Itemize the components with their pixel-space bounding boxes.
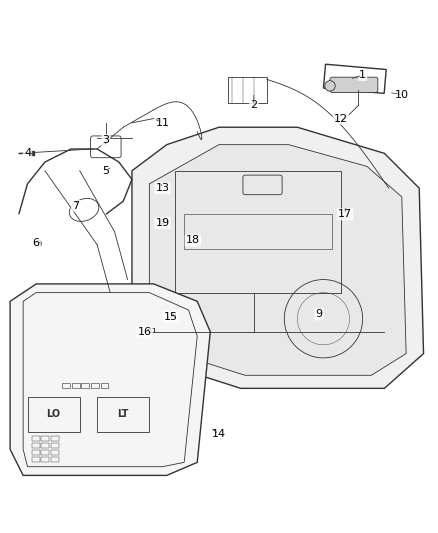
- Text: 9: 9: [315, 309, 323, 319]
- Text: 13: 13: [155, 183, 170, 193]
- Text: 5: 5: [102, 166, 110, 176]
- Text: 18: 18: [186, 236, 200, 245]
- Bar: [32, 443, 40, 448]
- Bar: [51, 457, 59, 462]
- FancyBboxPatch shape: [330, 77, 378, 92]
- Text: 10: 10: [395, 90, 409, 100]
- Text: 1: 1: [359, 70, 366, 80]
- Bar: [42, 436, 49, 441]
- Circle shape: [325, 80, 335, 91]
- Text: 12: 12: [334, 114, 348, 124]
- Bar: [28, 397, 80, 432]
- PathPatch shape: [132, 127, 424, 389]
- Bar: [176, 171, 341, 293]
- Bar: [42, 457, 49, 462]
- Text: 3: 3: [102, 135, 110, 146]
- Bar: [97, 397, 149, 432]
- Bar: [51, 443, 59, 448]
- Bar: [42, 450, 49, 455]
- Text: 4: 4: [24, 148, 31, 158]
- Text: 17: 17: [338, 209, 352, 219]
- Text: 7: 7: [72, 200, 79, 211]
- Bar: [42, 443, 49, 448]
- Bar: [51, 450, 59, 455]
- Text: 11: 11: [155, 118, 170, 128]
- Bar: [323, 64, 386, 93]
- Text: LT: LT: [117, 409, 129, 419]
- Text: 6: 6: [33, 238, 40, 247]
- Text: 15: 15: [164, 312, 178, 321]
- Bar: [184, 214, 332, 249]
- Bar: [81, 383, 89, 389]
- Bar: [32, 436, 40, 441]
- Text: LO: LO: [46, 409, 61, 419]
- Bar: [32, 457, 40, 462]
- Bar: [228, 77, 267, 103]
- Bar: [91, 383, 99, 389]
- PathPatch shape: [10, 284, 210, 475]
- Text: 16: 16: [138, 327, 152, 337]
- Bar: [72, 383, 80, 389]
- Bar: [32, 450, 40, 455]
- Text: 14: 14: [212, 429, 226, 439]
- Text: 2: 2: [250, 100, 258, 110]
- PathPatch shape: [149, 144, 406, 375]
- Text: 19: 19: [155, 218, 170, 228]
- Bar: [101, 383, 109, 389]
- Bar: [62, 383, 70, 389]
- Bar: [51, 436, 59, 441]
